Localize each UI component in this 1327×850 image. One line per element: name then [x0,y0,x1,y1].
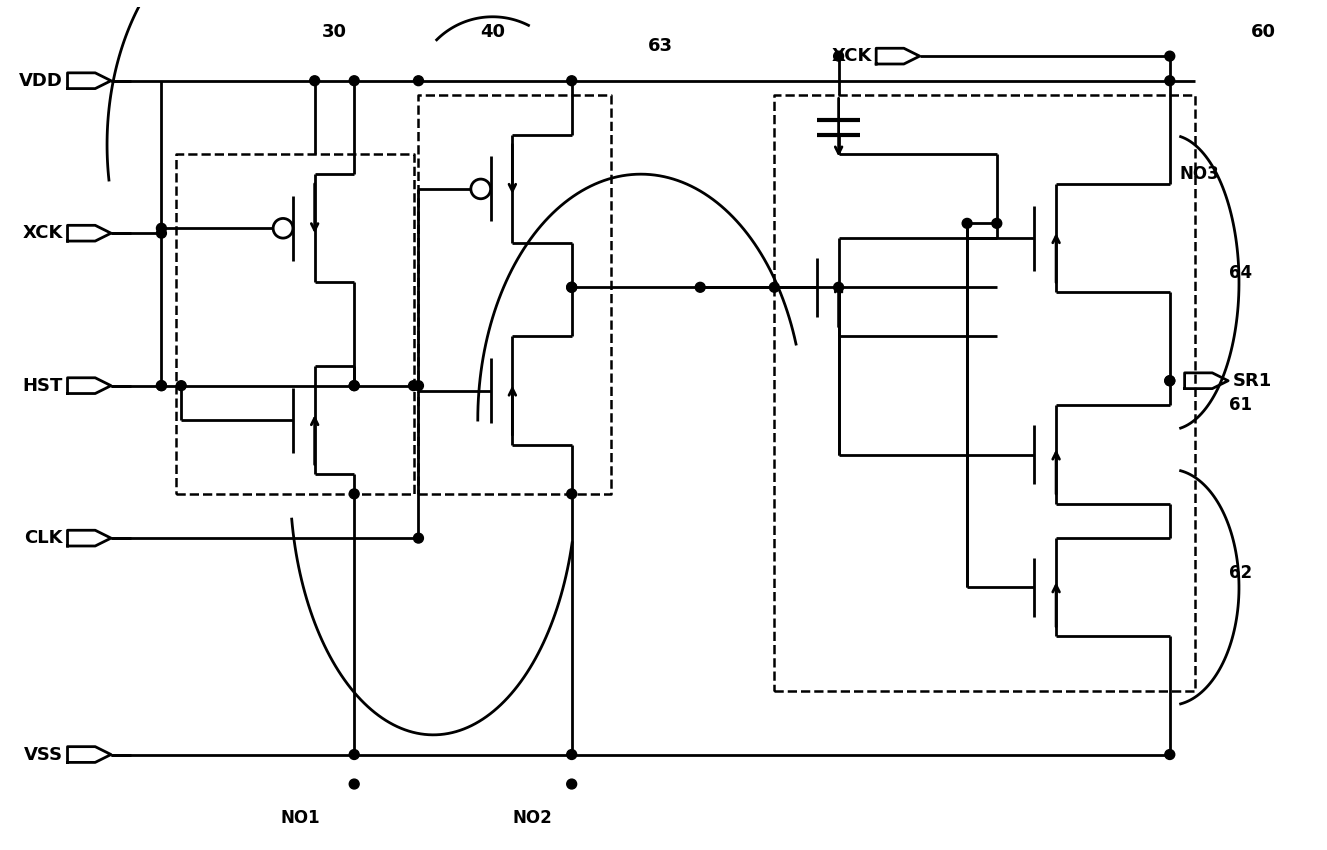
Text: VSS: VSS [24,745,62,763]
Circle shape [567,779,577,789]
Text: 64: 64 [1229,264,1253,281]
Circle shape [309,76,320,86]
Circle shape [349,381,360,390]
Circle shape [1165,51,1174,61]
Circle shape [409,381,418,390]
Text: 61: 61 [1229,396,1253,414]
Circle shape [833,51,844,61]
Circle shape [414,76,423,86]
Circle shape [349,76,360,86]
Circle shape [567,76,577,86]
Circle shape [176,381,186,390]
Circle shape [157,224,166,233]
Text: XCK: XCK [832,47,872,65]
Text: 60: 60 [1251,23,1277,41]
Circle shape [1165,750,1174,759]
Circle shape [962,218,973,229]
Text: VDD: VDD [19,71,62,90]
Text: NO3: NO3 [1180,165,1220,183]
Circle shape [833,282,844,292]
Circle shape [157,229,166,238]
Circle shape [567,282,577,292]
Text: SR1: SR1 [1233,371,1273,390]
Circle shape [157,381,166,390]
Text: NO1: NO1 [280,809,320,827]
Text: HST: HST [23,377,62,394]
Circle shape [991,218,1002,229]
Circle shape [349,779,360,789]
Circle shape [1165,76,1174,86]
Circle shape [1165,376,1174,386]
Text: NO2: NO2 [512,809,552,827]
Text: CLK: CLK [24,529,62,547]
Circle shape [1165,376,1174,386]
Circle shape [349,489,360,499]
Circle shape [349,381,360,390]
Circle shape [567,750,577,759]
Text: 40: 40 [480,23,506,41]
Circle shape [349,750,360,759]
Text: 62: 62 [1229,564,1253,581]
Circle shape [414,381,423,390]
Circle shape [567,489,577,499]
Text: XCK: XCK [23,224,62,242]
Circle shape [770,282,779,292]
Text: 30: 30 [322,23,346,41]
Circle shape [414,533,423,543]
Text: 63: 63 [648,37,673,55]
Circle shape [695,282,705,292]
Circle shape [567,282,577,292]
Circle shape [157,381,166,390]
